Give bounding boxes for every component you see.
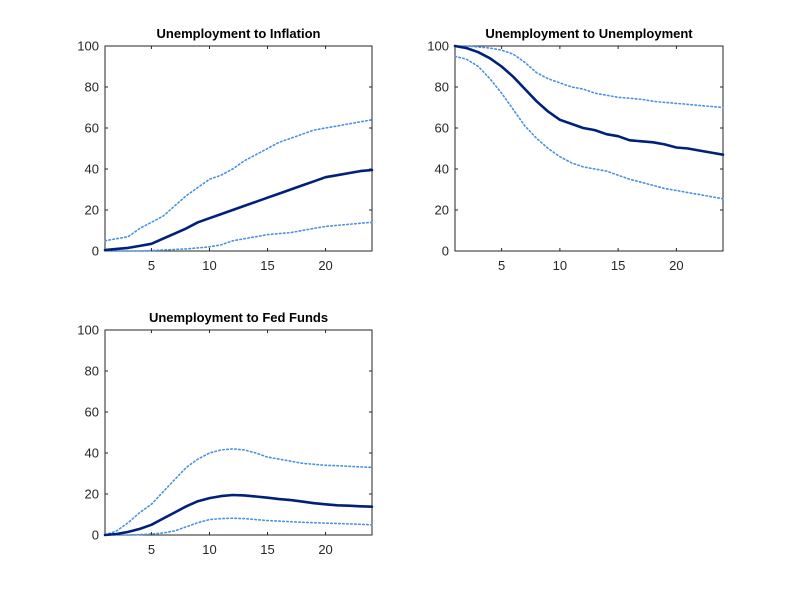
y-tick-label: 100 [427,39,449,54]
x-tick-label: 5 [148,542,155,557]
series-line-lower [104,221,373,252]
y-tick-label: 100 [77,323,99,338]
panel-title: Unemployment to Unemployment [485,26,693,41]
y-tick-label: 60 [85,121,99,136]
series-line-lower [454,55,724,200]
x-tick-label: 10 [553,258,567,273]
x-tick-label: 15 [260,542,274,557]
x-tick-label: 15 [260,258,274,273]
x-tick-label: 15 [611,258,625,273]
panel-2: Unemployment to Unemployment 5 10 15 20 0 20 40… [427,26,725,273]
panel-title: Unemployment to Fed Funds [149,310,328,325]
y-tick-label: 80 [85,80,99,95]
y-tick-label: 0 [92,244,99,259]
y-tick-label: 20 [85,203,99,218]
series-line-median [103,168,374,252]
panel-3: Unemployment to Fed Funds 5 10 15 20 0 20 40 60 8… [77,310,374,557]
y-tick-label: 0 [92,528,99,543]
y-tick-label: 20 [85,487,99,502]
series-line-upper [104,448,373,536]
y-tick-label: 80 [85,364,99,379]
series-line-upper [454,45,724,109]
series-line-median [103,493,374,537]
series-line-median [453,44,725,156]
y-tick-label: 60 [85,405,99,420]
y-tick-label: 0 [442,244,449,259]
panel-1: Unemployment to Inflation 5 10 15 20 0 20 40 60 8… [77,26,374,273]
x-tick-label: 20 [318,542,332,557]
x-tick-label: 5 [148,258,155,273]
series-line-upper [104,119,373,242]
panel-title: Unemployment to Inflation [157,26,321,41]
x-tick-label: 5 [498,258,505,273]
series-line-lower [104,517,373,536]
x-tick-label: 10 [202,542,216,557]
y-tick-label: 60 [435,121,449,136]
x-tick-label: 10 [202,258,216,273]
axes-frame [104,45,373,252]
y-tick-label: 40 [435,162,449,177]
x-tick-label: 20 [669,258,683,273]
x-tick-label: 20 [318,258,332,273]
y-tick-label: 40 [85,446,99,461]
y-tick-label: 40 [85,162,99,177]
y-tick-label: 80 [435,80,449,95]
y-tick-label: 20 [435,203,449,218]
y-tick-label: 100 [77,39,99,54]
axes-frame [104,329,373,536]
